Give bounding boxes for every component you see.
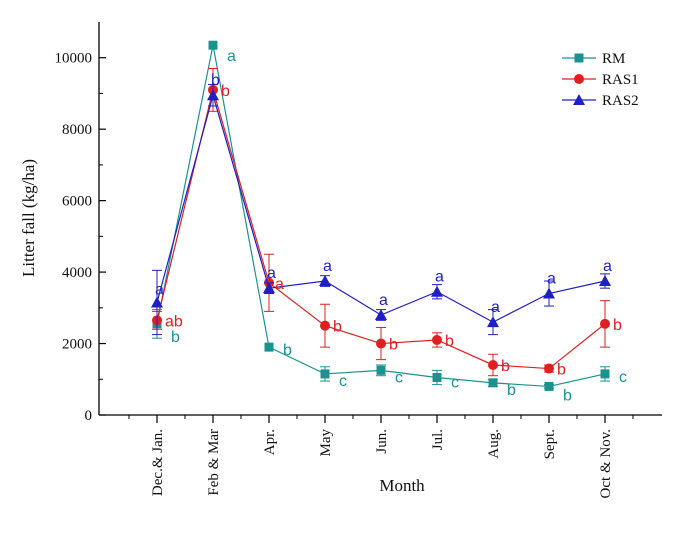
significance-letter: c bbox=[395, 369, 403, 386]
data-point bbox=[487, 316, 499, 328]
data-point bbox=[544, 381, 554, 391]
y-tick-label: 4000 bbox=[62, 265, 92, 281]
data-point bbox=[263, 282, 275, 294]
y-tick-label: 2000 bbox=[62, 337, 92, 353]
axes: 0 2000 4000 6000 8000 10000 Dec.& Jan. Feb & Ma… bbox=[55, 22, 662, 498]
x-tick-label: Jul. bbox=[430, 429, 446, 450]
x-tick-label: Aug. bbox=[486, 429, 502, 459]
data-point bbox=[600, 369, 610, 379]
data-point bbox=[320, 320, 330, 331]
significance-letter: b bbox=[283, 342, 292, 359]
legend-item-ras1: RAS1 bbox=[562, 72, 639, 88]
legend: RM RAS1 RAS2 bbox=[562, 51, 639, 109]
legend-marker bbox=[574, 74, 584, 84]
y-tick-label: 6000 bbox=[62, 194, 92, 210]
significance-letter: b bbox=[507, 382, 516, 399]
significance-letter: ab bbox=[165, 313, 183, 330]
significance-letter: a bbox=[155, 281, 164, 298]
data-point bbox=[208, 40, 218, 50]
series-rm bbox=[152, 40, 610, 391]
significance-letter: a bbox=[491, 299, 500, 316]
significance-letter: a bbox=[323, 258, 332, 275]
data-point bbox=[432, 372, 442, 382]
data-point bbox=[376, 338, 386, 349]
significance-letter: b bbox=[171, 329, 180, 346]
series-layer bbox=[151, 40, 611, 391]
legend-item-ras2: RAS2 bbox=[562, 93, 639, 109]
significance-letter: b bbox=[211, 72, 220, 89]
significance-letter: a bbox=[267, 265, 276, 282]
significance-letter: c bbox=[339, 373, 347, 390]
legend-label: RAS1 bbox=[602, 72, 639, 88]
significance-letter: b bbox=[501, 358, 510, 375]
data-point bbox=[432, 334, 442, 345]
data-point bbox=[600, 318, 610, 329]
data-point bbox=[375, 308, 387, 320]
data-point bbox=[320, 369, 330, 379]
x-tick-label: Apr. bbox=[262, 429, 278, 455]
y-tick-label: 0 bbox=[85, 408, 93, 424]
x-axis-title: Month bbox=[379, 476, 425, 495]
x-tick-label: Oct & Nov. bbox=[598, 429, 614, 498]
significance-letter: a bbox=[435, 269, 444, 286]
significance-letter: c bbox=[619, 369, 627, 386]
data-point bbox=[376, 365, 386, 375]
significance-letter: b bbox=[563, 387, 572, 404]
significance-letter: a bbox=[547, 271, 556, 288]
legend-marker bbox=[574, 53, 584, 63]
x-tick-label: Dec.& Jan. bbox=[150, 429, 166, 496]
data-point bbox=[319, 275, 331, 287]
x-tick-label: Sept. bbox=[542, 429, 558, 459]
x-tick-label: Feb & Mar bbox=[206, 429, 222, 496]
data-point bbox=[488, 378, 498, 388]
data-point bbox=[488, 359, 498, 370]
significance-letter: a bbox=[227, 48, 236, 65]
significance-letter: b bbox=[557, 362, 566, 379]
y-tick-label: 10000 bbox=[55, 51, 93, 67]
data-point bbox=[264, 342, 274, 352]
legend-label: RAS2 bbox=[602, 93, 639, 109]
significance-letter: a bbox=[379, 292, 388, 309]
series-ras2 bbox=[151, 84, 611, 336]
data-point bbox=[599, 275, 611, 287]
significance-letter: b bbox=[333, 319, 342, 336]
data-point bbox=[207, 89, 219, 101]
data-point bbox=[543, 287, 555, 299]
data-point bbox=[544, 363, 554, 374]
x-tick-label: Jun. bbox=[374, 429, 390, 454]
significance-letter: b bbox=[613, 317, 622, 334]
data-point bbox=[431, 285, 443, 297]
y-tick-label: 8000 bbox=[62, 122, 92, 138]
significance-letter: b bbox=[221, 83, 230, 100]
significance-letter: c bbox=[451, 374, 459, 391]
significance-letter: a bbox=[603, 258, 612, 275]
significance-letter: b bbox=[389, 337, 398, 354]
legend-label: RM bbox=[602, 51, 625, 67]
y-axis-title: Litter fall (kg/ha) bbox=[19, 159, 38, 277]
significance-letter: a bbox=[275, 276, 284, 293]
series-ras1 bbox=[152, 67, 610, 377]
data-point bbox=[151, 296, 163, 308]
x-tick-label: May bbox=[318, 429, 334, 457]
significance-letter: b bbox=[445, 333, 454, 350]
legend-marker bbox=[573, 94, 585, 105]
legend-item-rm: RM bbox=[562, 51, 625, 67]
